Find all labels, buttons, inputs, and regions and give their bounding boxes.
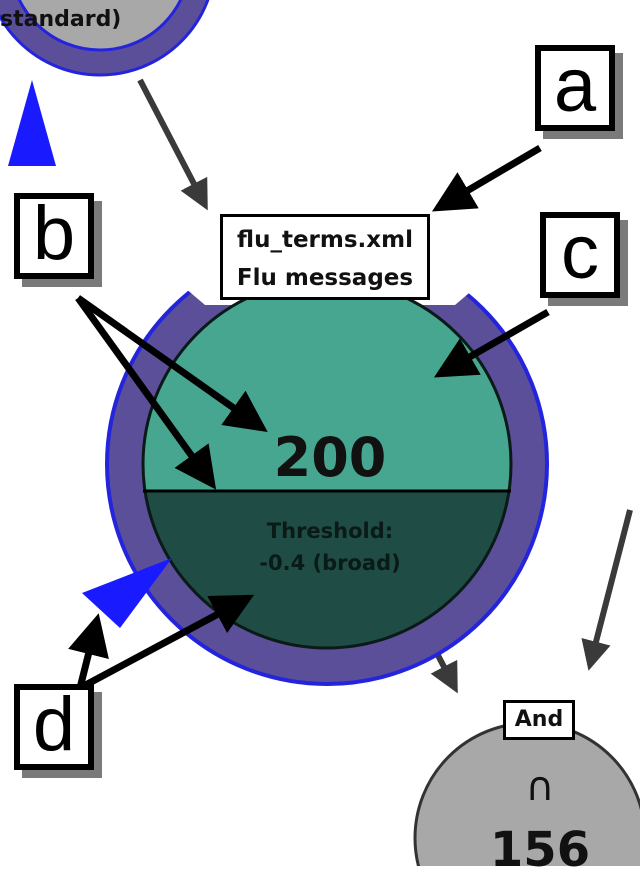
callout-c: c: [540, 212, 620, 298]
threshold-value: -0.4 (broad): [259, 551, 401, 575]
callout-d: d: [14, 684, 94, 770]
file-node-count: 200: [273, 426, 387, 489]
top-node-pointer-icon: [8, 80, 56, 166]
callout-a-arrow: [431, 144, 542, 212]
callout-b-arrow-divider: [75, 295, 217, 490]
edge-top-to-file: [137, 78, 208, 211]
top-node-core: [17, 0, 183, 52]
file-node-label[interactable]: flu_terms.xml Flu messages: [220, 214, 430, 300]
callout-a: a: [535, 45, 615, 131]
callout-c-arrow: [433, 308, 550, 378]
threshold-text: Threshold: -0.4 (broad): [215, 515, 445, 579]
and-node-count: 156: [489, 822, 591, 878]
file-node-title: Flu messages: [236, 265, 414, 291]
intersection-icon: ∩: [525, 764, 555, 810]
threshold-pointer-icon[interactable]: [82, 558, 172, 628]
and-node-label[interactable]: And: [503, 700, 575, 740]
callout-b: b: [14, 193, 94, 279]
file-node-filename: flu_terms.xml: [237, 227, 413, 253]
top-node-label: standard): [0, 7, 122, 32]
edge-right-to-and: [581, 509, 633, 671]
threshold-label: Threshold:: [266, 519, 394, 543]
callout-d-arrow-threshold: [78, 594, 255, 692]
callout-b-arrow-value: [75, 295, 268, 433]
top-node[interactable]: [0, 0, 215, 166]
callout-d-arrow-pointer: [68, 613, 109, 689]
